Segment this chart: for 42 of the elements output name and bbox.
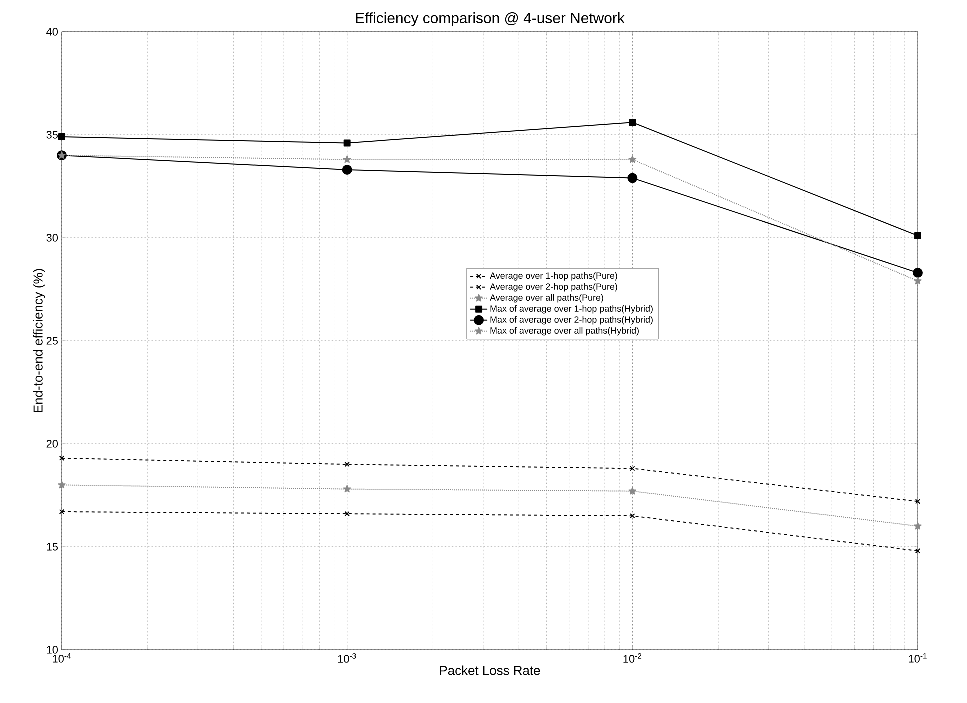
point: [628, 487, 637, 495]
point: [58, 481, 66, 489]
y-tick-label: 25: [46, 337, 58, 345]
x-axis-title: Packet Loss Rate: [440, 666, 540, 676]
point: [915, 499, 921, 504]
chart-title: Efficiency comparison @ 4-user Network: [356, 12, 625, 26]
y-axis-title: End-to-end efficiency (%): [33, 269, 46, 413]
point: [344, 462, 350, 468]
y-tick-label: 10: [47, 646, 58, 654]
y-tick-label: 30: [46, 234, 58, 242]
point: [344, 140, 351, 147]
point: [913, 268, 923, 278]
point: [342, 165, 352, 175]
point: [914, 522, 922, 530]
x-tick-label: 10$^{-2}$: [624, 654, 642, 663]
point: [58, 134, 66, 141]
point: [630, 466, 636, 472]
point: [343, 156, 352, 164]
point: [915, 548, 921, 554]
x-tick-label: 10$^{-4}$: [53, 654, 72, 663]
point: [914, 232, 922, 240]
point: [628, 156, 637, 164]
x-tick-label: 10$^{-3}$: [338, 654, 356, 663]
point: [628, 173, 638, 184]
legend-label: Average over all paths(Pure): [490, 294, 604, 303]
y-tick-label: 20: [46, 440, 58, 448]
legend-label: Average over 1-hop paths(Pure): [490, 272, 618, 281]
point: [630, 513, 636, 519]
point: [59, 509, 65, 515]
legend-label: Max of average over 1-hop paths(Hybrid): [490, 305, 653, 314]
point: [629, 119, 636, 126]
legend-label: Max of average over all paths(Hybrid): [490, 327, 639, 336]
point: [914, 277, 922, 285]
legend-label: Average over 2-hop paths(Pure): [490, 283, 618, 292]
y-tick-label: 35: [46, 131, 58, 139]
y-tick-label: 15: [47, 543, 58, 551]
point: [343, 485, 352, 493]
point: [344, 511, 350, 517]
legend-label: Max of average over 2-hop paths(Hybrid): [490, 316, 653, 325]
x-tick-label: 10$^{-1}$: [909, 654, 927, 663]
point: [59, 456, 65, 462]
y-tick-label: 40: [46, 28, 58, 36]
